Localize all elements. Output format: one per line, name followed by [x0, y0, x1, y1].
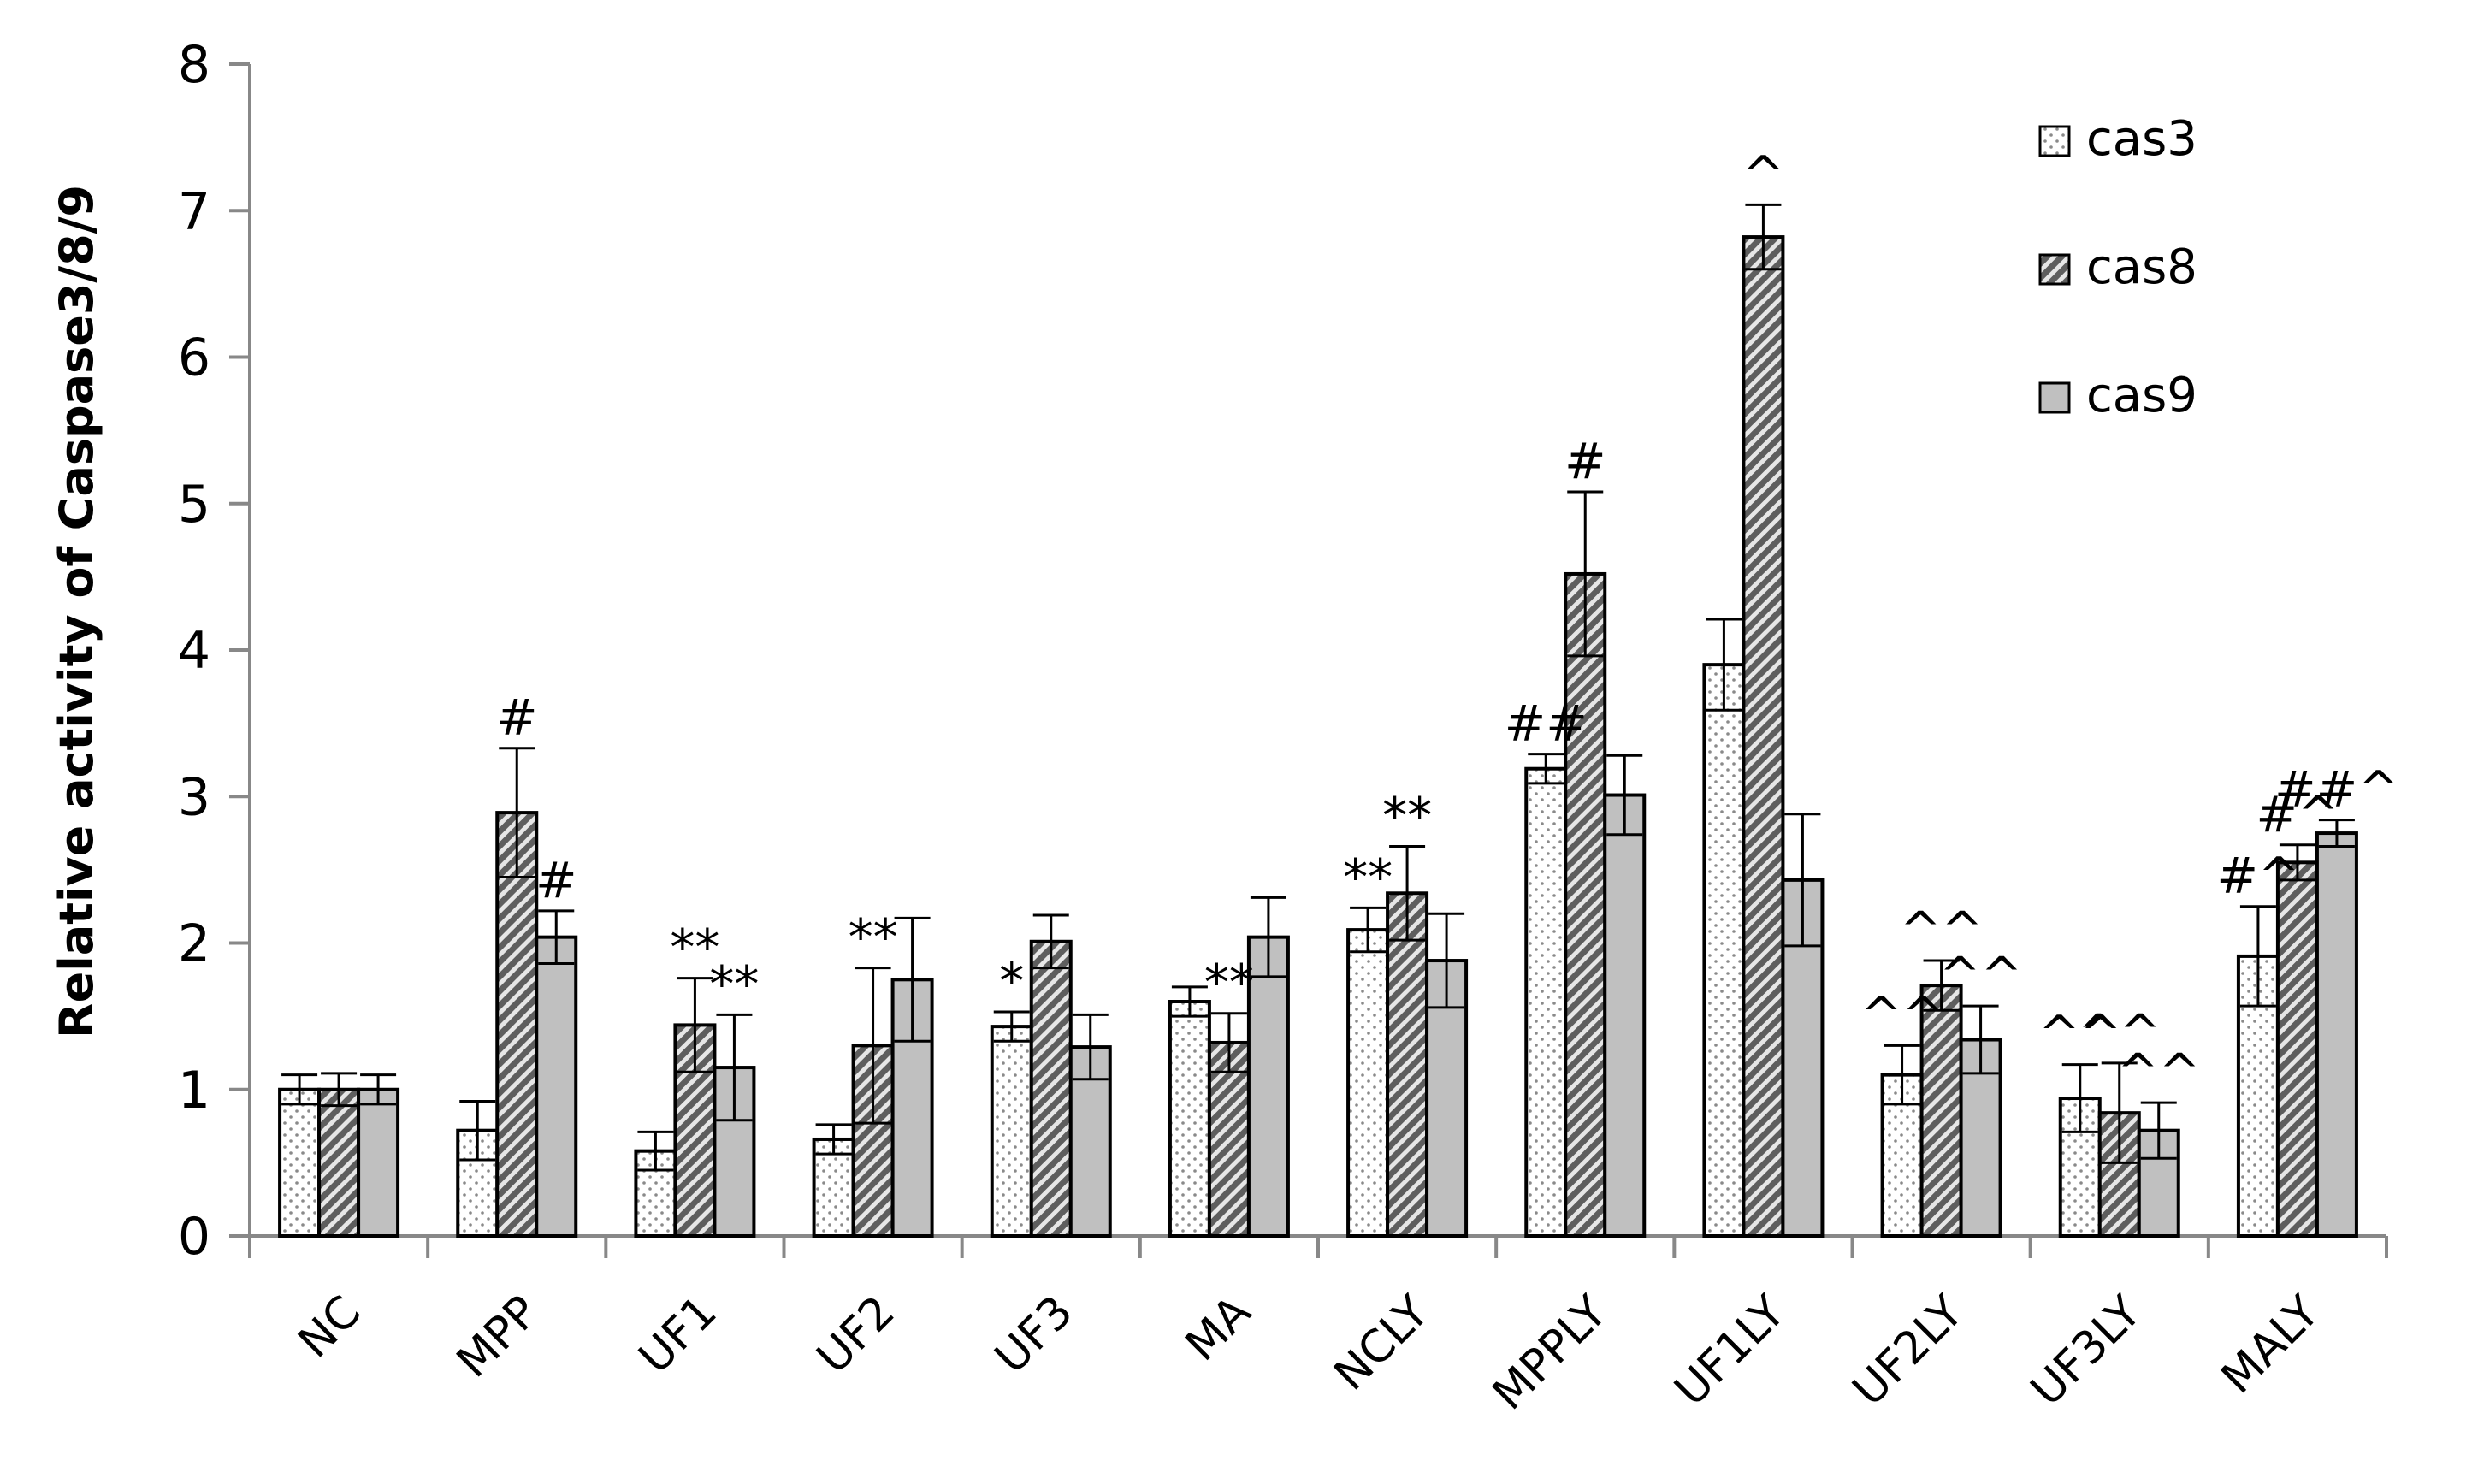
significance-label-cas8: ^^: [2078, 1003, 2161, 1061]
significance-label-cas8: **: [1382, 786, 1432, 844]
bar-cas3: [278, 1087, 322, 1238]
significance-label-cas3: **: [1343, 848, 1393, 906]
y-tick-label: 7: [178, 181, 210, 241]
bar-cas8: [317, 1087, 361, 1238]
x-category-label: NC: [289, 1286, 371, 1369]
y-tick-label: 8: [178, 35, 210, 95]
significance-label-cas8: **: [1204, 954, 1254, 1012]
bar-cas9: [357, 1087, 400, 1238]
x-category-label: UF3: [985, 1286, 1083, 1384]
significance-label-cas8: #^: [2256, 785, 2339, 843]
significance-label-cas3: #^: [2216, 847, 2299, 905]
legend-label-cas8: cas8: [2086, 239, 2197, 295]
bars: [278, 203, 2358, 1239]
significance-label-cas9: ^^: [2117, 1043, 2200, 1101]
significance-label-cas9: ^^: [1939, 946, 2022, 1004]
bar-cas8: [1742, 235, 1785, 1239]
significance-label-cas8: #: [1564, 432, 1606, 490]
legend-swatch-cas9: [2038, 381, 2071, 414]
significance-label-cas3: *: [999, 952, 1024, 1010]
bar-cas3: [990, 1025, 1033, 1239]
legend: cas3 cas8 cas9: [2038, 111, 2197, 423]
significance-label-cas9: **: [709, 955, 759, 1013]
bar-cas8: [2275, 860, 2319, 1238]
x-category-label: UF2LY: [1843, 1286, 1973, 1416]
significance-label-cas8: #: [496, 689, 538, 747]
x-category-label: UF2: [807, 1286, 905, 1384]
y-tick-label: 6: [178, 328, 210, 388]
x-category-label: MPP: [447, 1286, 549, 1388]
y-tick-label: 0: [178, 1207, 210, 1267]
significance-label-cas8: ^^: [1900, 901, 1983, 959]
bar-cas3: [1168, 1000, 1211, 1238]
y-tick-label: 1: [178, 1061, 210, 1120]
x-category-label: MPPLY: [1483, 1286, 1618, 1421]
bar-cas8: [1207, 1040, 1251, 1238]
bar-cas3: [1702, 663, 1746, 1238]
legend-label-cas3: cas3: [2086, 111, 2197, 167]
significance-label-cas3: ^^: [2038, 1005, 2121, 1063]
bar-cas9: [1246, 935, 1290, 1239]
bar-cas9: [1603, 793, 1647, 1238]
bar-cas8: [1029, 939, 1073, 1238]
bar-cas3: [1524, 766, 1568, 1238]
significance-label-cas3: ^^: [1860, 985, 1943, 1044]
y-tick-label: 3: [178, 767, 210, 827]
x-category-label: UF1LY: [1665, 1286, 1795, 1416]
bar-cas9: [535, 935, 578, 1239]
y-tick-label: 2: [178, 914, 210, 974]
x-category-label: MA: [1176, 1286, 1262, 1371]
legend-swatch-cas3: [2038, 125, 2071, 157]
bar-cas3: [2236, 954, 2280, 1238]
y-tick-label: 5: [178, 475, 210, 535]
bar-cas3: [1346, 928, 1390, 1239]
x-category-label: UF1: [630, 1286, 727, 1384]
legend-swatch-cas8: [2038, 253, 2071, 286]
significance-label-cas8: ^: [1742, 145, 1784, 203]
y-axis-title: Relative activity of Caspase3/8/9: [50, 185, 104, 1038]
significance-label-cas3: ##: [1505, 695, 1588, 753]
significance-annotations: ***##^^ ^^#^#** ******#^^^^^#^#** ^^^^##^: [496, 145, 2399, 1101]
bar-cas8: [1386, 891, 1429, 1239]
bar-cas9: [2315, 831, 2358, 1238]
significance-label-cas9: #: [535, 851, 577, 909]
y-tick-label: 4: [178, 621, 210, 681]
x-category-label: UF3LY: [2021, 1286, 2151, 1416]
significance-label-cas8: **: [849, 908, 898, 967]
significance-label-cas8: **: [670, 919, 719, 977]
bar-cas8: [1564, 571, 1607, 1238]
x-category-label: NCLY: [1325, 1286, 1440, 1401]
x-category-label: MALY: [2212, 1286, 2330, 1404]
legend-label-cas9: cas9: [2086, 368, 2197, 423]
significance-label-cas9: ##^: [2274, 760, 2399, 819]
